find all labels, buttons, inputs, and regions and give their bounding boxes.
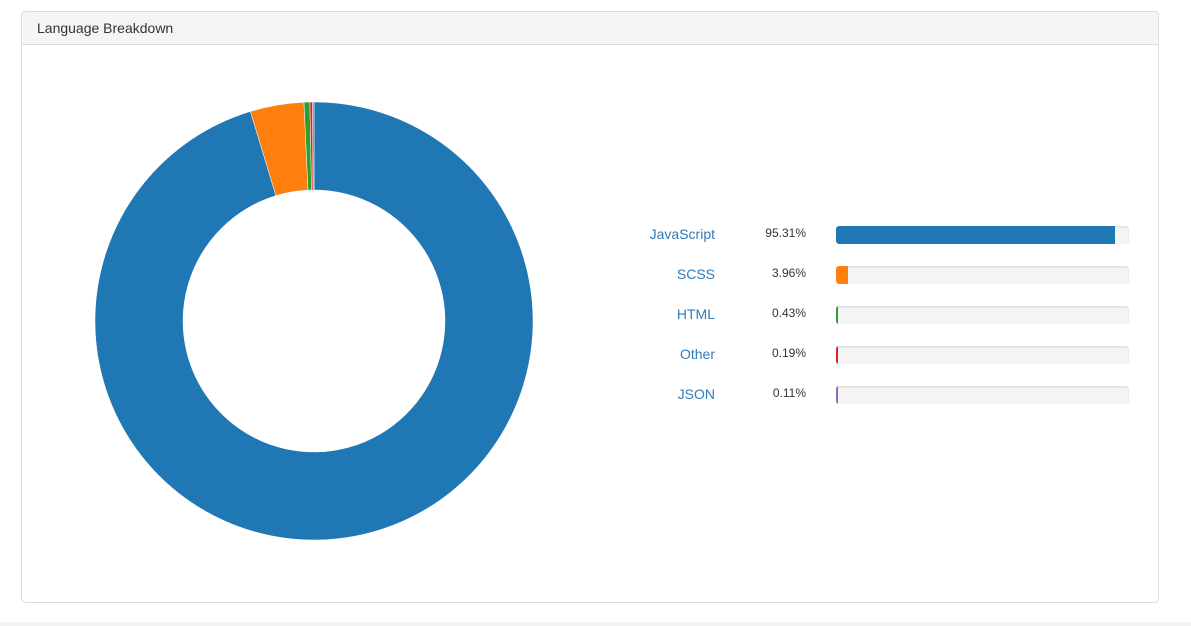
language-percent-javascript: 95.31%: [765, 226, 806, 240]
donut-slice-javascript: [95, 102, 533, 540]
legend-row-javascript: JavaScript 95.31%: [582, 225, 1132, 245]
panel-title: Language Breakdown: [22, 12, 1158, 45]
language-breakdown-panel: Language Breakdown JavaScript 95.31% SCSS 3…: [21, 11, 1159, 603]
language-link-scss[interactable]: SCSS: [676, 266, 715, 282]
progress-track-other: [836, 346, 1129, 364]
progress-track-scss: [836, 266, 1129, 284]
progress-track-json: [836, 386, 1129, 404]
progress-bar-javascript: [836, 226, 1116, 244]
panel-body: JavaScript 95.31% SCSS 3.96% HTML 0.43% Other 0…: [22, 45, 1158, 602]
language-percent-scss: 3.96%: [771, 266, 806, 280]
progress-track-html: [836, 306, 1129, 324]
language-link-html[interactable]: HTML: [676, 306, 715, 322]
donut-slice-json: [312, 102, 315, 191]
legend-row-html: HTML 0.43%: [582, 305, 1132, 325]
language-legend: JavaScript 95.31% SCSS 3.96% HTML 0.43% Other 0…: [22, 45, 1158, 602]
progress-bar-html: [836, 306, 838, 324]
language-percent-json: 0.11%: [772, 386, 806, 400]
language-percent-html: 0.43%: [771, 306, 806, 320]
language-link-json[interactable]: JSON: [677, 386, 715, 402]
legend-row-scss: SCSS 3.96%: [582, 265, 1132, 285]
progress-bar-json: [836, 386, 838, 404]
donut-chart: [95, 102, 533, 540]
legend-row-json: JSON 0.11%: [582, 385, 1132, 405]
legend-row-other: Other 0.19%: [582, 345, 1132, 365]
progress-track-javascript: [836, 226, 1129, 244]
progress-bar-scss: [836, 266, 848, 284]
page-bottom-border: [0, 622, 1191, 626]
language-percent-other: 0.19%: [771, 346, 806, 360]
progress-bar-other: [836, 346, 838, 364]
language-link-javascript[interactable]: JavaScript: [649, 226, 715, 242]
language-link-other[interactable]: Other: [679, 346, 715, 362]
